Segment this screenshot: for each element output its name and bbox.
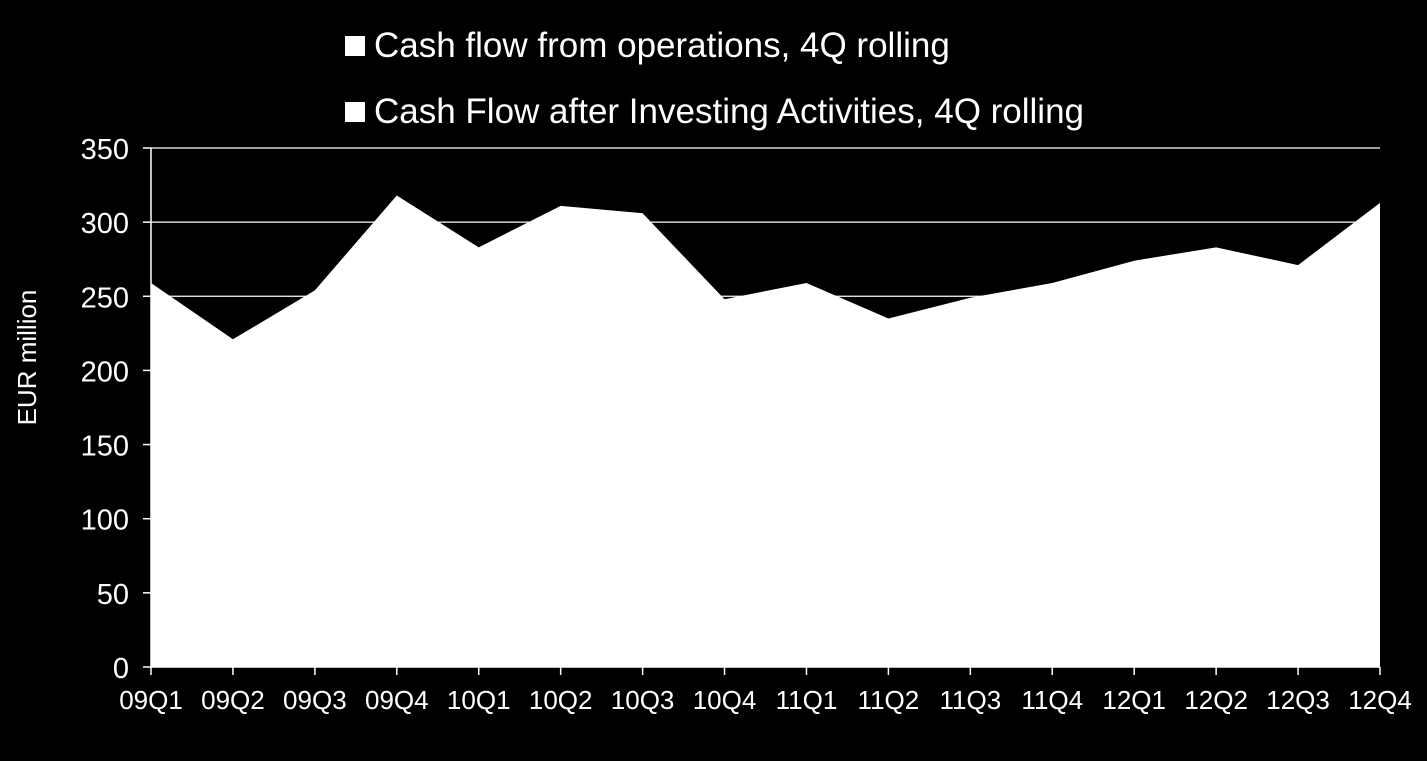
legend: Cash flow from operations, 4Q rolling Ca… — [345, 22, 1084, 154]
legend-label-cash-flow-from-operations: Cash flow from operations, 4Q rolling — [374, 26, 950, 65]
x-tick-label-10Q3: 10Q3 — [611, 685, 675, 715]
x-tick-label-09Q1: 09Q1 — [119, 685, 183, 715]
x-tick-label-09Q2: 09Q2 — [201, 685, 265, 715]
y-tick-label-300: 300 — [81, 208, 129, 240]
x-tick-label-10Q1: 10Q1 — [447, 685, 511, 715]
x-tick-label-11Q3: 11Q3 — [939, 685, 1001, 715]
x-tick-label-10Q4: 10Q4 — [693, 685, 757, 715]
y-tick-label-150: 150 — [81, 431, 129, 463]
y-tick-label-100: 100 — [81, 505, 129, 537]
x-tick-labels: 09Q1 09Q2 09Q3 09Q4 10Q1 10Q2 10Q3 10Q4 11Q1 11Q2… — [119, 685, 1412, 715]
y-tick-label-350: 350 — [81, 134, 129, 166]
y-tick-label-250: 250 — [81, 282, 129, 314]
area-cash-flow-from-operations — [151, 195, 1380, 668]
x-tick-label-11Q2: 11Q2 — [858, 685, 920, 715]
axes — [143, 147, 1381, 675]
x-tick-label-12Q2: 12Q2 — [1184, 685, 1248, 715]
x-tick-label-11Q4: 11Q4 — [1021, 685, 1083, 715]
x-tick-label-09Q3: 09Q3 — [283, 685, 347, 715]
x-tick-label-12Q1: 12Q1 — [1102, 685, 1166, 715]
x-tick-label-10Q2: 10Q2 — [529, 685, 593, 715]
x-tick-label-11Q1: 11Q1 — [776, 685, 838, 715]
legend-item-cash-flow-from-operations: Cash flow from operations, 4Q rolling — [345, 22, 1084, 70]
x-tick-label-12Q3: 12Q3 — [1266, 685, 1330, 715]
y-tick-label-50: 50 — [97, 579, 129, 611]
x-tick-label-12Q4: 12Q4 — [1348, 685, 1412, 715]
y-tick-labels: 0 50 100 150 200 250 300 350 — [81, 134, 129, 685]
legend-swatch-cash-flow-from-operations — [345, 36, 365, 56]
legend-item-cash-flow-after-investing: Cash Flow after Investing Activities, 4Q… — [345, 88, 1084, 136]
y-tick-label-200: 200 — [81, 356, 129, 388]
series-areas — [151, 195, 1380, 668]
legend-label-cash-flow-after-investing: Cash Flow after Investing Activities, 4Q… — [374, 92, 1085, 131]
x-tick-label-09Q4: 09Q4 — [365, 685, 429, 715]
legend-swatch-cash-flow-after-investing — [345, 102, 365, 122]
y-tick-label-0: 0 — [113, 653, 129, 685]
y-axis-title: EUR million — [12, 290, 42, 426]
